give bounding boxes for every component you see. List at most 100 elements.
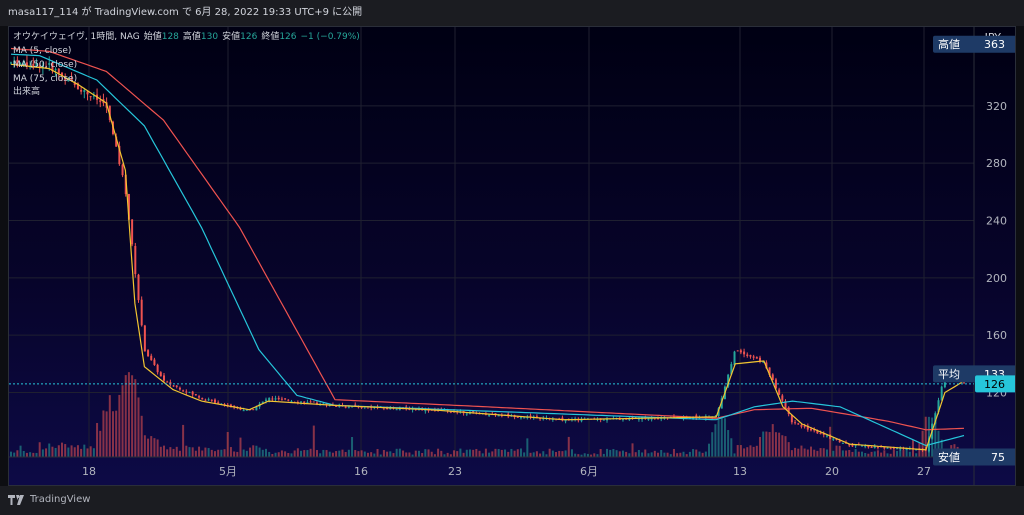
- candle-body: [22, 61, 25, 64]
- svg-text:安値: 安値: [938, 450, 960, 464]
- volume-bar: [156, 439, 159, 457]
- volume-bar: [166, 449, 169, 457]
- candle-body: [765, 362, 768, 369]
- volume-bar: [201, 450, 204, 457]
- candle-body: [194, 394, 197, 396]
- candle-body: [162, 375, 165, 381]
- ma75-line: [10, 47, 965, 431]
- legend-ma75[interactable]: MA (75, close): [13, 74, 77, 84]
- volume-bar: [236, 451, 239, 457]
- candle-body: [19, 63, 22, 66]
- volume-bar: [131, 375, 134, 457]
- candle-body: [813, 429, 816, 431]
- volume-bar: [857, 451, 860, 457]
- candle-body: [889, 448, 892, 450]
- candle-body: [255, 406, 258, 411]
- x-tick-label: 27: [917, 465, 931, 478]
- candle-body: [915, 449, 918, 451]
- candle-body: [848, 444, 851, 446]
- volume-bar: [48, 443, 51, 457]
- candle-body: [838, 440, 841, 443]
- x-tick-label: 16: [354, 465, 368, 478]
- volume-bar: [915, 453, 918, 457]
- volume-bar: [720, 417, 723, 457]
- volume-bar: [370, 452, 373, 457]
- ma5-line: [10, 63, 965, 451]
- volume-bar: [896, 450, 899, 457]
- candle-body: [147, 350, 150, 357]
- volume-bar: [363, 451, 366, 457]
- volume-bar: [825, 449, 828, 457]
- candle-body: [210, 399, 213, 401]
- volume-bar: [417, 450, 420, 457]
- candle-body: [427, 409, 430, 411]
- volume-bar: [446, 452, 449, 457]
- candle-body: [175, 385, 178, 387]
- volume-bar: [433, 454, 436, 457]
- volume-bar: [252, 445, 255, 457]
- y-tick-label: 160: [986, 329, 1007, 342]
- volume-bar: [229, 447, 232, 457]
- volume-bar: [268, 451, 271, 457]
- volume-bar: [108, 395, 111, 457]
- candle-body: [242, 410, 245, 412]
- low-marker: 安値 75: [933, 448, 1015, 466]
- volume-bar: [38, 442, 41, 457]
- volume-bar: [586, 453, 589, 457]
- volume-bar: [564, 450, 567, 457]
- volume-bar: [153, 438, 156, 457]
- volume-bar: [468, 449, 471, 457]
- ma50-line: [10, 53, 965, 447]
- volume-bar: [561, 451, 564, 457]
- volume-bar: [682, 451, 685, 457]
- svg-text:平均: 平均: [938, 368, 960, 381]
- volume-bar: [312, 425, 315, 457]
- candle-body: [743, 351, 746, 355]
- volume-bar: [242, 449, 245, 457]
- x-tick-label: 20: [825, 465, 839, 478]
- volume-bar: [223, 449, 226, 457]
- volume-bar: [67, 447, 70, 457]
- volume-bar: [523, 452, 526, 457]
- volume-bar: [873, 451, 876, 457]
- volume-bar: [822, 448, 825, 457]
- volume-bar: [599, 449, 602, 457]
- candle-body: [268, 397, 271, 401]
- time-axis[interactable]: 18 5月 16 23 6月 13 20 27: [82, 465, 931, 478]
- tradingview-logo[interactable]: TradingView: [8, 494, 90, 505]
- volume-bar: [666, 452, 669, 457]
- candle-body: [83, 90, 86, 92]
- volume-bar: [140, 415, 143, 457]
- candle-body: [867, 445, 870, 448]
- candle-body: [841, 442, 844, 444]
- volume-bar: [835, 445, 838, 457]
- candle-body: [739, 350, 742, 353]
- legend-ma50[interactable]: MA (50, close): [13, 60, 77, 70]
- volume-bar: [99, 430, 102, 457]
- volume-bar: [497, 449, 500, 457]
- volume-bar: [494, 448, 497, 457]
- candle-body: [688, 417, 691, 419]
- legend-ma5[interactable]: MA (5, close): [13, 46, 71, 56]
- candle-body: [781, 395, 784, 401]
- legend-volume[interactable]: 出来高: [13, 85, 40, 97]
- volume-bar: [790, 450, 793, 457]
- volume-bar: [631, 443, 634, 457]
- volume-bar: [609, 449, 612, 457]
- volume-bar: [701, 452, 704, 457]
- candle-body: [778, 389, 781, 395]
- volume-bar: [529, 452, 532, 457]
- volume-bar: [300, 450, 303, 457]
- candle-body: [271, 398, 274, 400]
- volume-bar: [507, 451, 510, 457]
- volume-bar: [727, 430, 730, 457]
- volume-bar: [889, 453, 892, 457]
- volume-bar: [169, 447, 172, 457]
- volume-bar: [746, 447, 749, 457]
- candle-body: [810, 428, 813, 431]
- volume-bar: [29, 452, 32, 457]
- volume-bar: [848, 450, 851, 457]
